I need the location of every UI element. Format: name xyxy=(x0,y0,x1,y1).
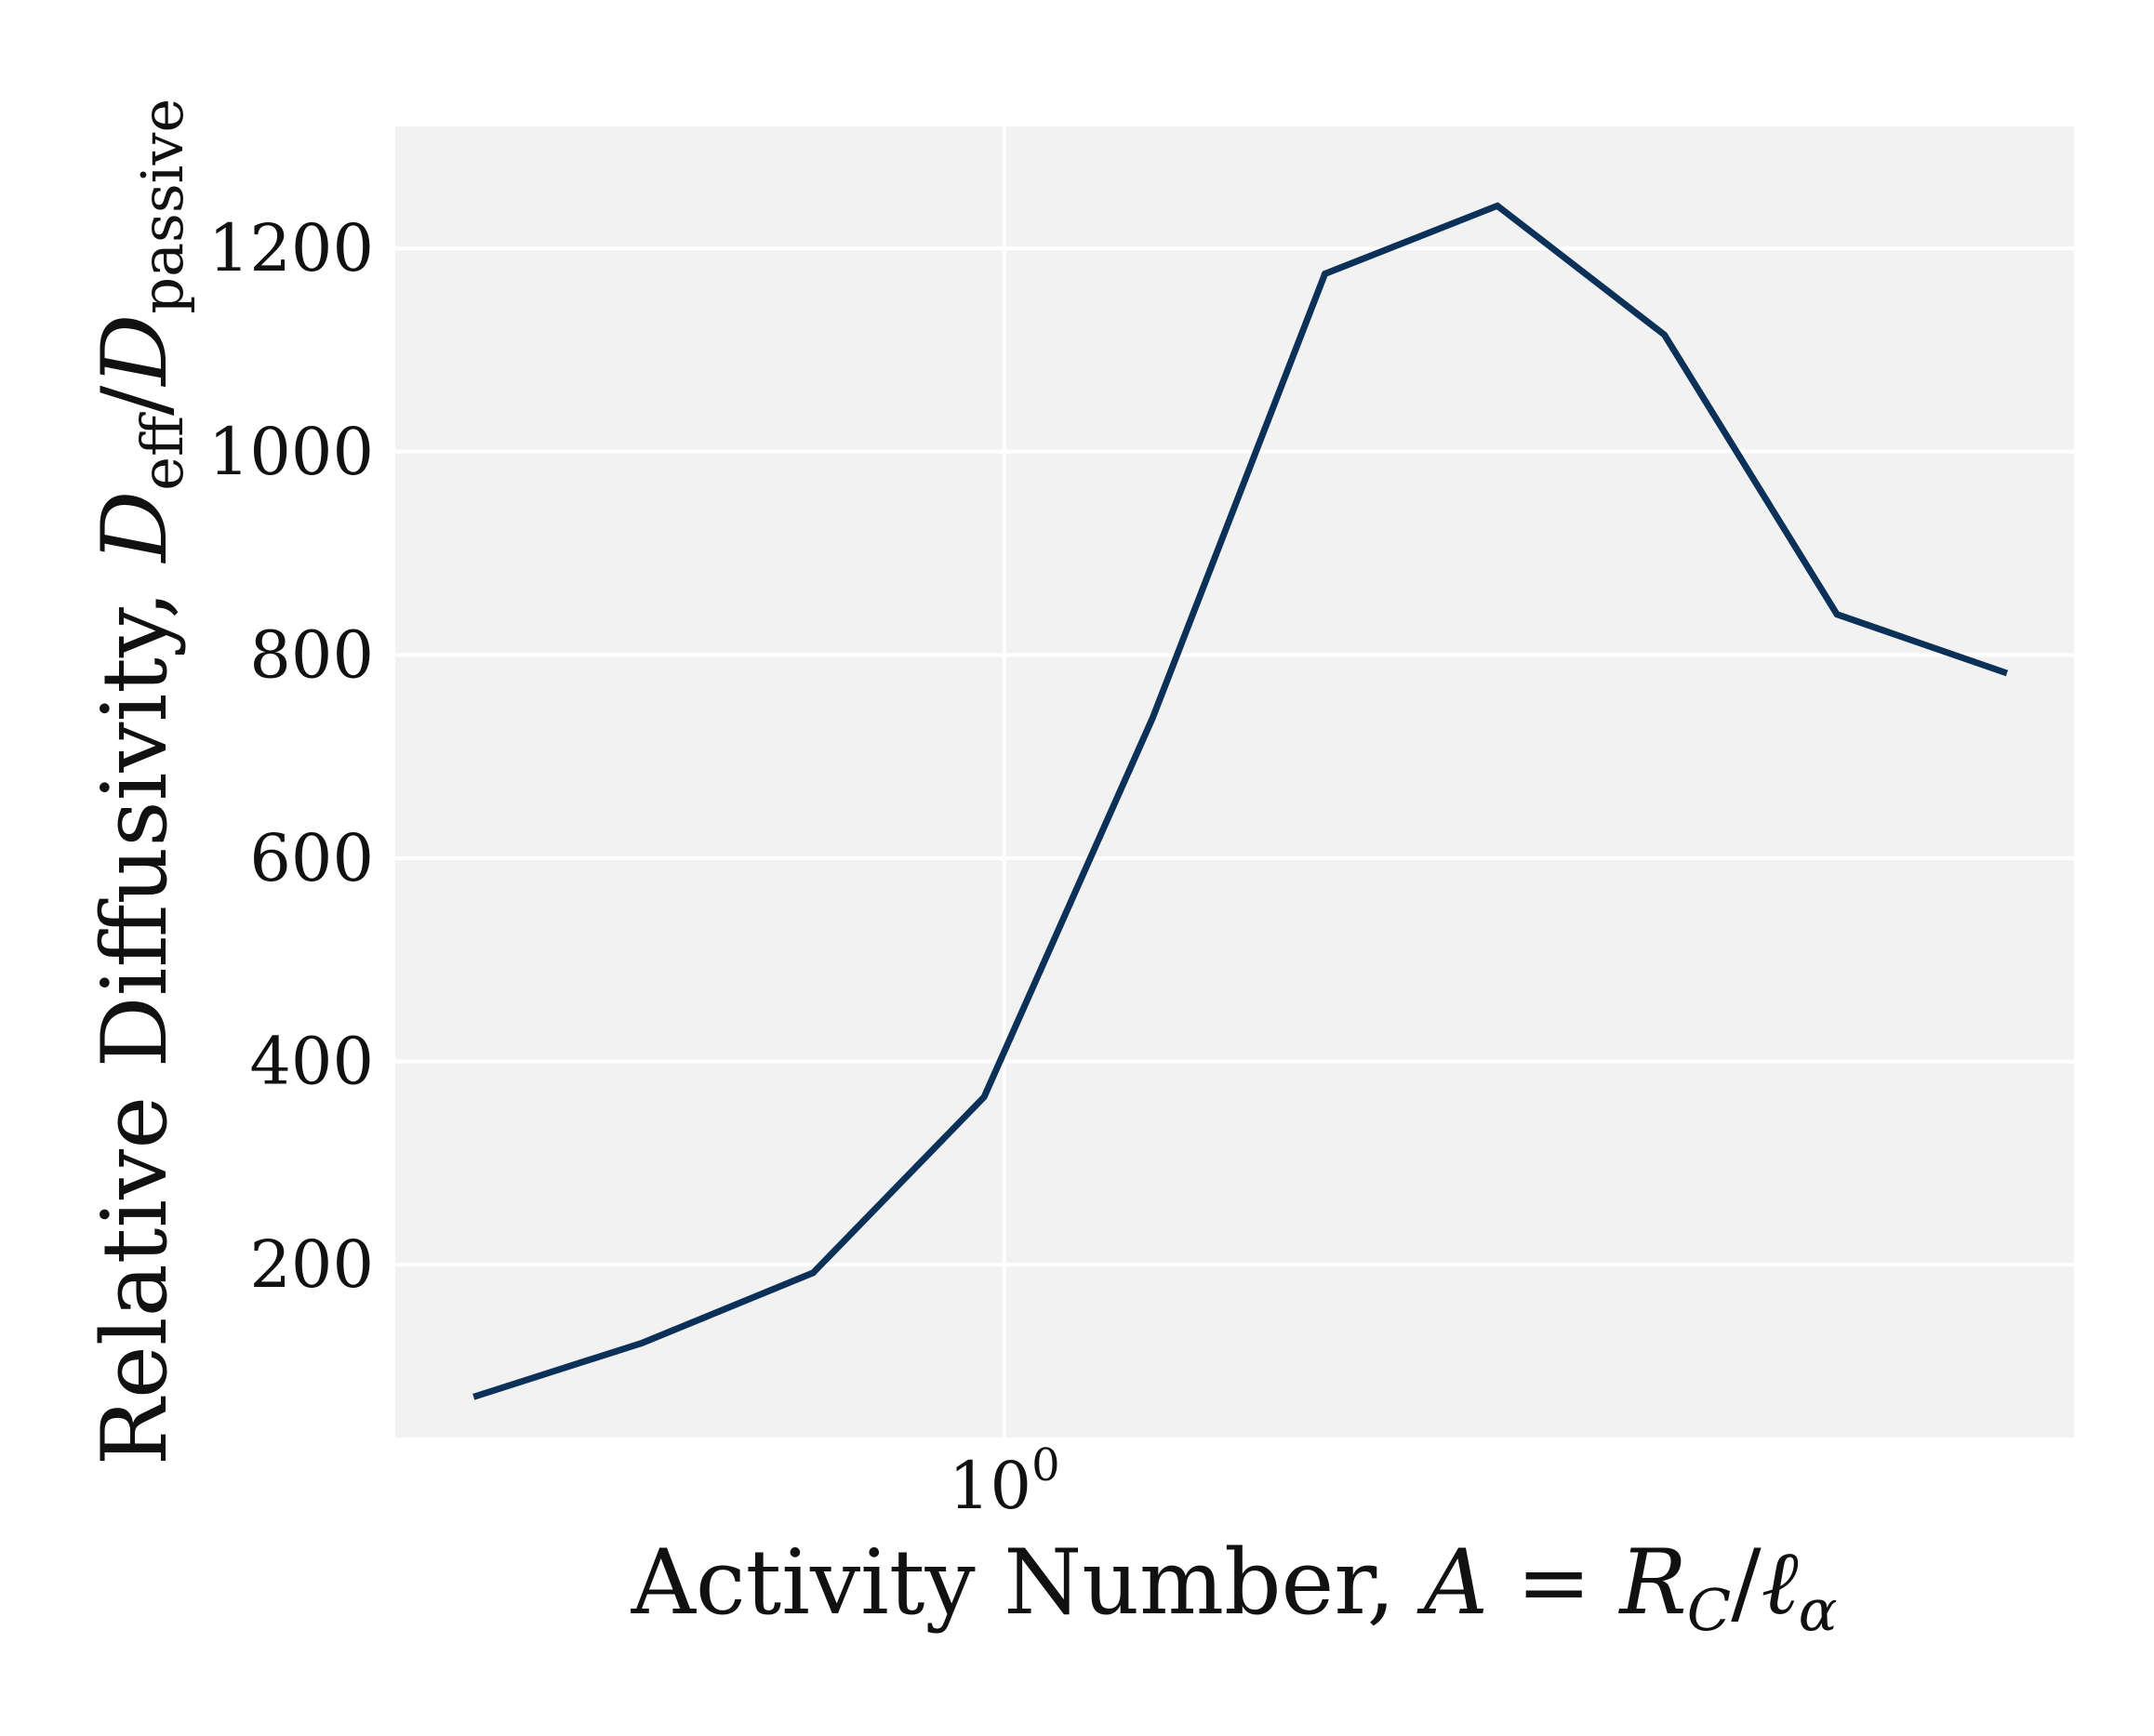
y-gridlines xyxy=(395,246,2074,1267)
y-tick-label: 400 xyxy=(249,1024,374,1100)
series-line xyxy=(472,202,2009,1400)
y-axis-label: Relative Diffusivity, Deff/Dpassive xyxy=(83,99,196,1465)
y-tick-label: 1200 xyxy=(208,210,374,286)
y-tick-label: 800 xyxy=(249,616,374,693)
plot-area-background xyxy=(395,126,2074,1438)
x-tick-labels: 100 xyxy=(949,1439,1060,1524)
y-tick-label: 1000 xyxy=(208,414,374,490)
y-tick-label: 200 xyxy=(249,1226,374,1303)
x-tick-label: 100 xyxy=(949,1439,1060,1524)
x-axis-label: Activity Number, A = RC/ℓα xyxy=(631,1531,1838,1644)
y-tick-label: 600 xyxy=(249,820,374,896)
y-tick-labels: 200 400 600 800 1000 1200 xyxy=(208,210,374,1303)
